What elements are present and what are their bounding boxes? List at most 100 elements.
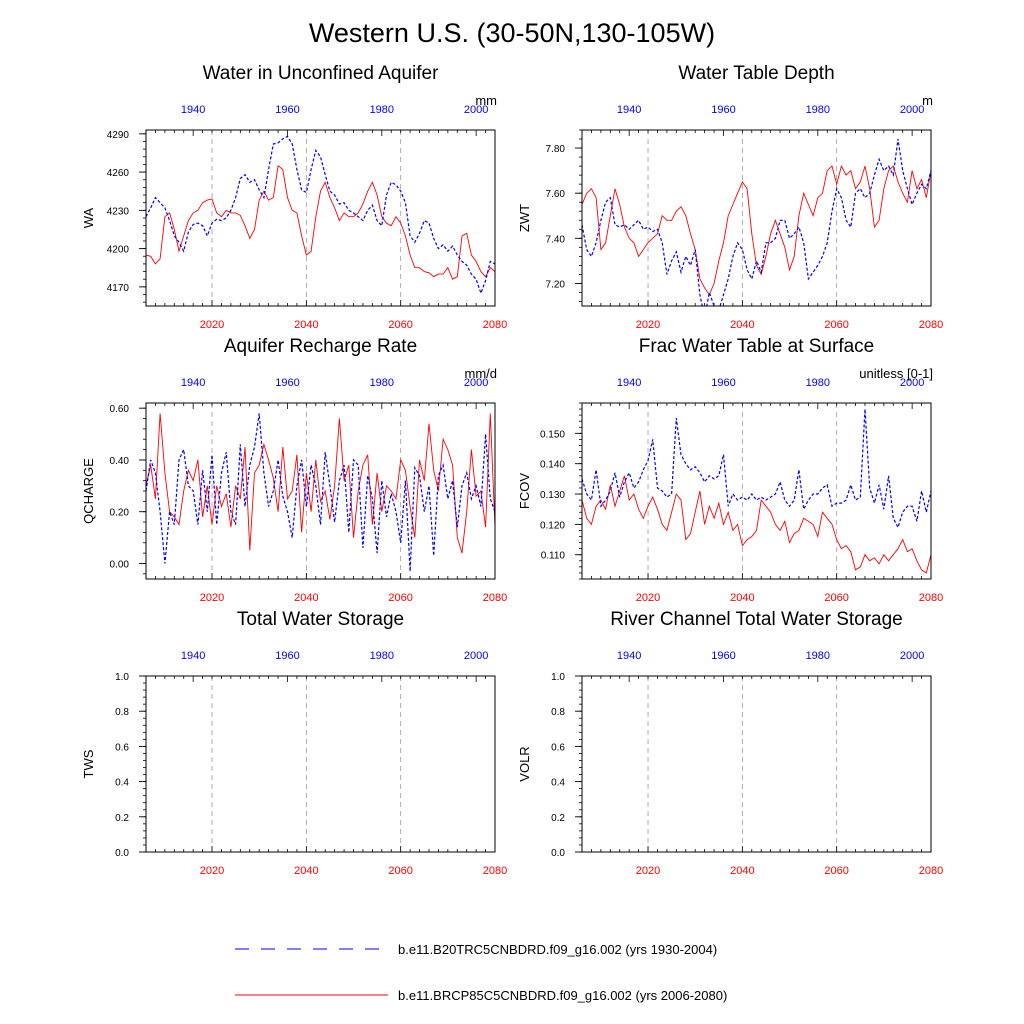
series-line-future <box>146 413 495 554</box>
series-line-future <box>146 164 495 280</box>
x-tick-label: 2080 <box>483 865 507 877</box>
plot-frame <box>581 675 932 853</box>
x-top-tick-label: 1940 <box>181 650 205 662</box>
panel-2: Water Table Depth m ZWT 7.20 7.40 7.60 7.80 202… <box>517 63 943 331</box>
y-tick-label: 0.0 <box>115 848 129 859</box>
x-top-tick-label: 1980 <box>806 104 830 116</box>
y-axis-label: WA <box>81 207 96 228</box>
y-tick-label: 0.8 <box>115 707 129 718</box>
series-line-future <box>582 164 931 296</box>
x-tick-label: 2020 <box>200 865 224 877</box>
x-tick-label: 2020 <box>636 592 660 604</box>
x-tick-label: 2080 <box>483 592 507 604</box>
x-top-tick-label: 1940 <box>617 377 641 389</box>
panel-1: Water in Unconfined Aquifer mm WA 4170 4200 4… <box>81 63 507 331</box>
x-top-tick-label: 1980 <box>370 104 394 116</box>
y-tick-label: 4200 <box>107 245 130 256</box>
y-tick-label: 0.8 <box>551 707 565 718</box>
series-line-future <box>582 475 931 574</box>
x-tick-label: 2060 <box>824 319 848 331</box>
y-tick-label: 7.60 <box>546 189 566 200</box>
x-top-tick-label: 2000 <box>464 377 488 389</box>
series-line-historical <box>146 135 495 295</box>
x-tick-label: 2020 <box>636 865 660 877</box>
x-top-tick-label: 1940 <box>181 104 205 116</box>
y-tick-label: 4230 <box>107 206 130 217</box>
panel-title: Water in Unconfined Aquifer <box>203 63 440 84</box>
units-label: m <box>922 93 933 108</box>
figure-title: Western U.S. (30-50N,130-105W) <box>309 18 715 48</box>
y-axis-label: VOLR <box>517 746 532 781</box>
x-tick-label: 2020 <box>200 319 224 331</box>
y-tick-label: 7.40 <box>546 234 566 245</box>
y-tick-label: 0.120 <box>540 520 565 531</box>
y-tick-label: 1.0 <box>551 672 565 683</box>
y-axis-label: ZWT <box>517 204 532 232</box>
y-axis-label: FCOV <box>517 473 532 509</box>
x-top-tick-label: 1980 <box>806 650 830 662</box>
y-tick-label: 0.60 <box>110 404 130 415</box>
panel-title: Aquifer Recharge Rate <box>224 336 417 357</box>
x-top-tick-label: 1960 <box>275 104 299 116</box>
x-tick-label: 2040 <box>294 865 318 877</box>
panel-title: Frac Water Table at Surface <box>639 336 875 357</box>
y-tick-label: 4290 <box>107 130 130 141</box>
x-tick-label: 2080 <box>919 319 943 331</box>
legend-label: b.e11.BRCP85C5CNBDRD.f09_g16.002 (yrs 20… <box>398 988 727 1003</box>
y-tick-label: 0.2 <box>551 813 565 824</box>
y-tick-label: 0.6 <box>551 742 565 753</box>
y-tick-label: 0.6 <box>115 742 129 753</box>
y-tick-label: 0.20 <box>110 508 130 519</box>
x-top-tick-label: 2000 <box>900 377 924 389</box>
y-tick-label: 7.80 <box>546 144 566 155</box>
x-top-tick-label: 1960 <box>711 650 735 662</box>
x-tick-label: 2040 <box>730 319 754 331</box>
series-line-historical <box>146 413 495 572</box>
units-label: unitless [0-1] <box>859 366 933 381</box>
panel-4: Frac Water Table at Surface unitless [0-1… <box>517 336 943 604</box>
x-top-tick-label: 2000 <box>900 650 924 662</box>
panel-title: River Channel Total Water Storage <box>610 609 903 630</box>
panel-3: Aquifer Recharge Rate mm/d QCHARGE 0.00 0.20… <box>81 336 507 604</box>
x-tick-label: 2040 <box>730 592 754 604</box>
panel-5: Total Water Storage TWS 0.0 0.2 0.4 0.6 0.8 1.0… <box>81 609 507 877</box>
y-tick-label: 0.2 <box>115 813 129 824</box>
y-axis-label: QCHARGE <box>81 458 96 524</box>
x-tick-label: 2060 <box>824 592 848 604</box>
series-line-historical <box>582 138 931 306</box>
x-tick-label: 2040 <box>294 592 318 604</box>
x-top-tick-label: 1960 <box>275 377 299 389</box>
y-tick-label: 1.0 <box>115 672 129 683</box>
x-top-tick-label: 1960 <box>711 377 735 389</box>
panel-title: Water Table Depth <box>678 63 834 84</box>
x-top-tick-label: 2000 <box>900 104 924 116</box>
plot-frame <box>145 402 496 580</box>
y-tick-label: 0.130 <box>540 490 565 501</box>
y-tick-label: 4260 <box>107 168 130 179</box>
y-tick-label: 0.00 <box>110 559 130 570</box>
legend-label: b.e11.B20TRC5CNBDRD.f09_g16.002 (yrs 193… <box>398 942 717 957</box>
panel-6: River Channel Total Water Storage VOLR 0.0… <box>517 609 943 877</box>
y-tick-label: 0.0 <box>551 848 565 859</box>
plot-frame <box>581 402 932 580</box>
x-tick-label: 2040 <box>294 319 318 331</box>
x-tick-label: 2060 <box>388 865 412 877</box>
y-tick-label: 0.140 <box>540 460 565 471</box>
units-label: mm <box>475 93 497 108</box>
legend: b.e11.B20TRC5CNBDRD.f09_g16.002 (yrs 193… <box>235 942 727 1003</box>
x-tick-label: 2080 <box>919 865 943 877</box>
x-top-tick-label: 1960 <box>275 650 299 662</box>
y-tick-label: 0.110 <box>541 551 566 562</box>
y-tick-label: 0.40 <box>110 456 130 467</box>
panel-title: Total Water Storage <box>237 609 404 630</box>
x-tick-label: 2020 <box>636 319 660 331</box>
x-top-tick-label: 1980 <box>806 377 830 389</box>
x-top-tick-label: 1960 <box>711 104 735 116</box>
x-tick-label: 2080 <box>919 592 943 604</box>
y-axis-label: TWS <box>81 749 96 778</box>
y-tick-label: 0.150 <box>540 429 565 440</box>
x-top-tick-label: 2000 <box>464 104 488 116</box>
x-top-tick-label: 1940 <box>617 104 641 116</box>
plot-frame <box>145 675 496 853</box>
